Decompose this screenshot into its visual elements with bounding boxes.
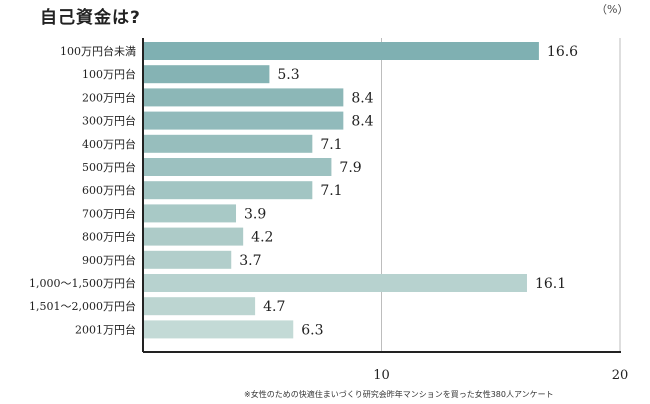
- category-label-12: 1,501～2,000万円台: [29, 299, 136, 313]
- bar-10: [143, 250, 232, 269]
- bar-3: [143, 88, 344, 107]
- category-label-8: 700万円台: [82, 206, 136, 220]
- bar-4: [143, 111, 344, 130]
- value-label-4: 8.4: [351, 114, 373, 130]
- source-note: ※女性のための快適住まいづくり研究会昨年マンションを買った女性380人アンケート: [244, 390, 554, 399]
- category-label-2: 100万円台: [82, 67, 136, 81]
- bars-layer: [143, 42, 539, 339]
- value-label-8: 3.9: [244, 206, 266, 222]
- category-label-6: 500万円台: [82, 160, 136, 174]
- chart-title: 自己資金は?: [40, 8, 141, 28]
- category-label-13: 2001万円台: [75, 322, 136, 336]
- axis-layer: 10 20: [142, 38, 629, 383]
- x-tick-label-10: 10: [373, 368, 390, 383]
- bar-11: [143, 274, 527, 292]
- bar-7: [143, 181, 313, 200]
- value-label-10: 3.7: [239, 253, 261, 269]
- bar-1: [143, 42, 539, 60]
- unit-label: （%）: [596, 3, 629, 16]
- category-label-1: 100万円台未満: [60, 44, 136, 58]
- bar-5: [143, 134, 313, 153]
- labels-layer: 100万円台未満 16.6 100万円台 5.3 200万円台 8.4 300万円台 8.4 4…: [29, 44, 578, 338]
- bar-2: [143, 65, 270, 84]
- value-label-3: 8.4: [351, 90, 373, 106]
- bar-12: [143, 297, 256, 316]
- value-label-6: 7.9: [339, 160, 361, 176]
- category-label-9: 800万円台: [82, 230, 136, 244]
- category-label-11: 1,000～1,500万円台: [29, 276, 136, 290]
- value-label-5: 7.1: [320, 137, 342, 153]
- value-label-12: 4.7: [263, 299, 285, 315]
- value-label-7: 7.1: [320, 183, 342, 199]
- grid-layer: [381, 38, 621, 352]
- category-label-7: 600万円台: [82, 183, 136, 197]
- category-label-3: 200万円台: [82, 90, 136, 104]
- category-label-5: 400万円台: [82, 137, 136, 151]
- bar-13: [143, 320, 294, 339]
- category-label-4: 300万円台: [82, 114, 136, 128]
- bar-6: [143, 158, 332, 176]
- value-label-1: 16.6: [547, 44, 578, 60]
- bar-8: [143, 204, 237, 223]
- value-label-2: 5.3: [277, 67, 299, 83]
- category-label-10: 900万円台: [82, 253, 136, 267]
- value-label-11: 16.1: [535, 276, 566, 292]
- value-label-9: 4.2: [251, 230, 273, 246]
- value-label-13: 6.3: [301, 322, 323, 338]
- x-tick-label-20: 20: [612, 368, 629, 383]
- bar-9: [143, 227, 244, 246]
